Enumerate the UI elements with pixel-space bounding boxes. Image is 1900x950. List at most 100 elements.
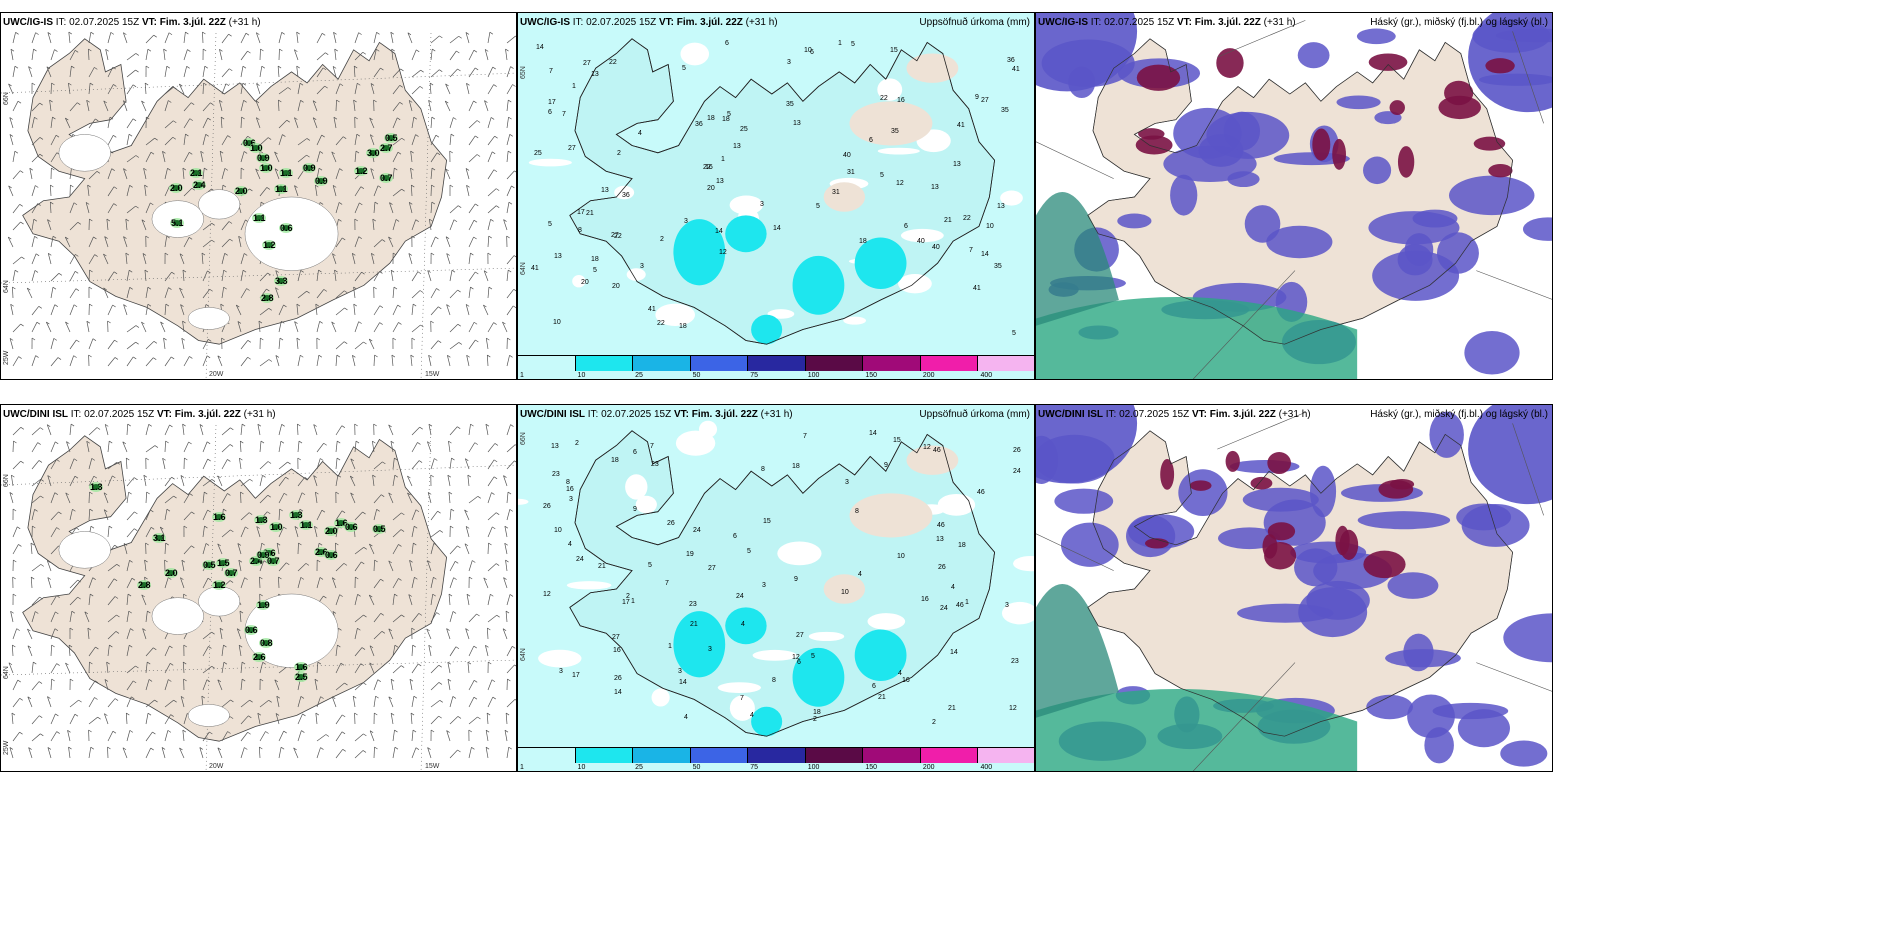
svg-text:18: 18	[859, 238, 867, 245]
shower-value: 0.6	[325, 550, 338, 560]
svg-text:3: 3	[569, 496, 573, 503]
svg-text:2: 2	[575, 440, 579, 447]
wind-barbs	[8, 423, 516, 759]
svg-text:6: 6	[869, 137, 873, 144]
shower-value: 1.6	[335, 518, 348, 528]
dry-patch	[937, 493, 976, 516]
panel-title: UWC/DINI ISL IT: 02.07.2025 15Z VT: Fim.…	[3, 409, 276, 420]
shower-value: 1.5	[217, 558, 230, 568]
colorbar-tick-label: 1	[520, 372, 524, 379]
svg-text:22: 22	[657, 320, 665, 327]
lat-label-64: 64N	[520, 262, 527, 275]
shower-value: 1.0	[250, 143, 263, 153]
svg-text:2: 2	[660, 236, 664, 243]
glacier-patch	[58, 531, 111, 569]
svg-text:41: 41	[1012, 66, 1020, 73]
svg-text:31: 31	[847, 169, 855, 176]
svg-text:22: 22	[880, 95, 888, 102]
svg-text:12: 12	[1009, 705, 1017, 712]
shower-value: 2.4	[193, 180, 206, 190]
colorbar-swatch	[978, 355, 1034, 371]
svg-text:4: 4	[638, 130, 642, 137]
shower-cells: 1.31.6 1.31.01.31.12.01.60.6 0.53.10.5 1.50…	[89, 482, 386, 682]
svg-text:21: 21	[586, 210, 594, 217]
svg-text:22: 22	[963, 215, 971, 222]
dry-patch	[777, 541, 822, 566]
shower-value: 0.9	[257, 153, 270, 163]
shower-value: 2.6	[253, 652, 266, 662]
svg-text:18: 18	[611, 457, 619, 464]
dry-patch	[877, 78, 903, 101]
svg-text:22: 22	[614, 233, 622, 240]
svg-text:14: 14	[869, 430, 877, 437]
panel-subtitle: Háský (gr.), miðský (fj.bl.) og lágský (…	[1370, 17, 1548, 28]
shower-value: 1.3	[90, 482, 103, 492]
dry-patch	[1013, 555, 1034, 572]
dry-patch	[626, 268, 646, 281]
precip-values: 6181817416213152713127411336251413122401…	[531, 40, 1020, 337]
shower-value: 0.9	[315, 176, 328, 186]
colorbar-tick-label: 10	[577, 372, 586, 379]
shower-value: 1.1	[300, 520, 313, 530]
panel-title: UWC/IG-IS IT: 02.07.2025 15Z VT: Fim. 3.…	[1038, 17, 1296, 28]
svg-text:25: 25	[740, 126, 748, 133]
svg-text:41: 41	[531, 265, 539, 272]
shower-value: 0.5	[385, 133, 398, 143]
svg-text:13: 13	[716, 178, 724, 185]
colorbar-swatch	[805, 747, 864, 763]
svg-text:24: 24	[736, 593, 744, 600]
svg-text:27: 27	[568, 145, 576, 152]
svg-text:27: 27	[981, 97, 989, 104]
svg-text:8: 8	[772, 677, 776, 684]
glacier-patch	[187, 307, 230, 330]
land-patch	[823, 574, 866, 604]
svg-text:5: 5	[811, 653, 815, 660]
dry-patch	[808, 631, 845, 642]
colorbar-swatch	[978, 747, 1034, 763]
svg-text:22: 22	[609, 59, 617, 66]
svg-text:3: 3	[684, 218, 688, 225]
svg-text:23: 23	[651, 461, 659, 468]
land-patch	[849, 101, 933, 146]
shower-value: 1.0	[260, 163, 273, 173]
dry-patch	[528, 158, 572, 167]
shower-value: 2.8	[261, 293, 274, 303]
svg-text:23: 23	[1011, 658, 1019, 665]
colorbar-tick-label: 200	[922, 372, 935, 379]
shower-value: 0.7	[380, 173, 393, 183]
svg-text:6: 6	[633, 449, 637, 456]
shower-value: 0.6	[245, 625, 258, 635]
heavy-precip-area	[751, 706, 783, 737]
lat-label-66: 66N	[3, 474, 10, 487]
shower-value: 0.5	[203, 560, 216, 570]
shower-value: 0.5	[373, 524, 386, 534]
panel-subtitle: Uppsöfnuð úrkoma (mm)	[919, 17, 1030, 28]
svg-text:35: 35	[994, 263, 1002, 270]
dry-patch	[729, 195, 764, 215]
svg-text:41: 41	[973, 285, 981, 292]
shower-value: 3.1	[153, 533, 166, 543]
colorbar-tick-label: 10	[577, 764, 586, 771]
svg-text:24: 24	[1013, 468, 1021, 475]
svg-text:16: 16	[566, 486, 574, 493]
high-cloud	[1036, 192, 1358, 379]
svg-text:46: 46	[956, 602, 964, 609]
svg-text:21: 21	[948, 705, 956, 712]
glacier-patch	[58, 134, 111, 172]
svg-text:3: 3	[708, 646, 712, 653]
iceland-land	[22, 435, 448, 742]
lon-label-25: 25W	[3, 350, 10, 365]
svg-text:20: 20	[612, 283, 620, 290]
shower-value: 2.7	[380, 143, 393, 153]
lon-label-15: 15W	[425, 371, 440, 378]
svg-text:7: 7	[969, 247, 973, 254]
lon-label-25: 25W	[3, 740, 10, 755]
svg-text:4: 4	[750, 712, 754, 719]
wind-map: 0.52.73.00.61.00.91.0 1.1 0.92.12.42.0 2.0 1…	[1, 31, 516, 379]
svg-text:9: 9	[975, 94, 979, 101]
svg-text:9: 9	[633, 506, 637, 513]
colorbar-tick-label: 50	[692, 372, 701, 379]
svg-text:16: 16	[613, 647, 621, 654]
